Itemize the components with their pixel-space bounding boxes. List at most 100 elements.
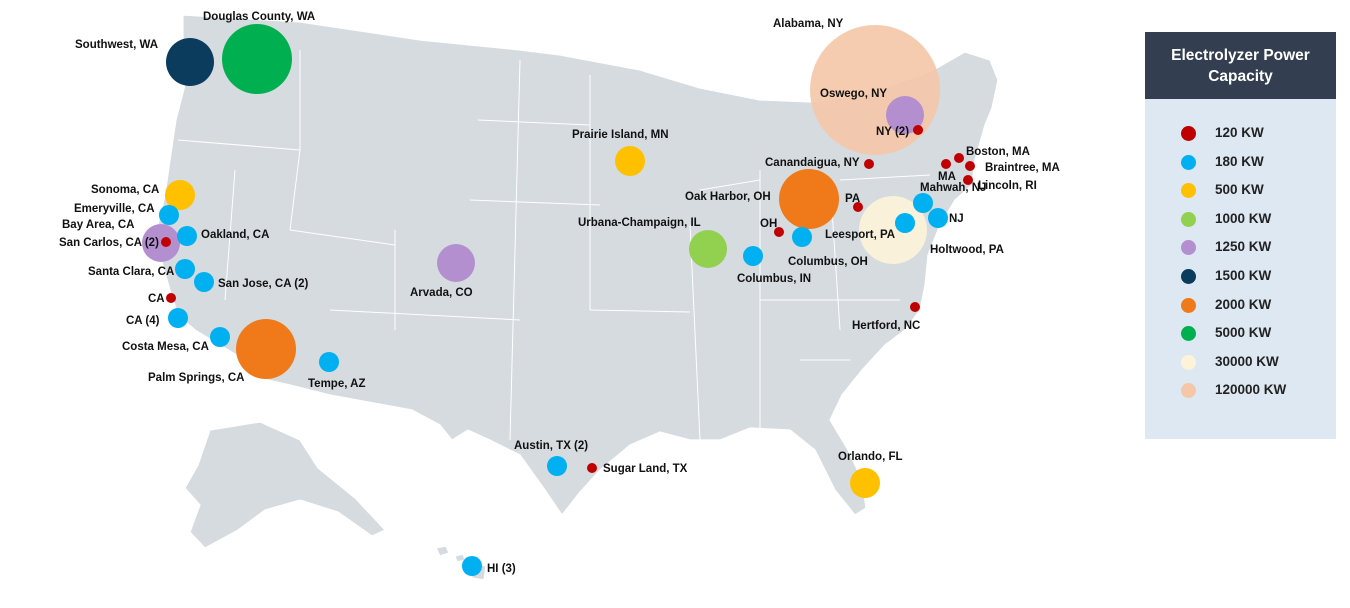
site-marker bbox=[779, 169, 839, 229]
site-marker bbox=[743, 246, 763, 266]
site-label: Urbana-Champaign, IL bbox=[578, 217, 701, 229]
land-shapes bbox=[157, 14, 999, 581]
legend-title: Electrolyzer Power Capacity bbox=[1145, 32, 1336, 99]
site-label: Southwest, WA bbox=[75, 39, 158, 51]
site-marker bbox=[166, 38, 214, 86]
site-marker bbox=[210, 327, 230, 347]
site-label: Tempe, AZ bbox=[308, 378, 366, 390]
site-label: Sugar Land, TX bbox=[603, 463, 688, 475]
legend-item: 500 KW bbox=[1145, 180, 1336, 202]
site-label: NJ bbox=[949, 213, 964, 225]
site-marker bbox=[886, 96, 924, 134]
site-label: Mahwah, NJ bbox=[920, 182, 986, 194]
legend-item: 2000 KW bbox=[1145, 295, 1336, 317]
site-labels: Douglas County, WA Southwest, WA Alabama, … bbox=[59, 11, 1060, 575]
site-label: Columbus, IN bbox=[737, 273, 811, 285]
legend-label: 1000 KW bbox=[1215, 210, 1272, 226]
legend-swatch bbox=[1181, 154, 1196, 170]
site-label: Prairie Island, MN bbox=[572, 129, 669, 141]
legend-swatch bbox=[1181, 297, 1196, 313]
legend-swatch bbox=[1181, 211, 1196, 227]
legend-item: 120 KW bbox=[1145, 123, 1336, 145]
legend-label: 180 KW bbox=[1215, 153, 1264, 169]
legend-swatch bbox=[1181, 269, 1196, 284]
site-label: Boston, MA bbox=[966, 146, 1030, 158]
site-marker bbox=[166, 293, 176, 303]
site-label: Oakland, CA bbox=[201, 229, 269, 241]
site-marker bbox=[910, 302, 920, 312]
legend-item: 1000 KW bbox=[1145, 209, 1336, 231]
legend-item: 5000 KW bbox=[1145, 323, 1336, 345]
legend-swatch bbox=[1181, 183, 1196, 199]
site-label: Oak Harbor, OH bbox=[685, 191, 771, 203]
site-label: MA bbox=[938, 171, 956, 183]
site-label: Lincoln, RI bbox=[978, 180, 1037, 192]
site-markers bbox=[142, 24, 975, 576]
site-label: Alabama, NY bbox=[773, 18, 844, 30]
site-label: Costa Mesa, CA bbox=[122, 341, 209, 353]
site-label: Douglas County, WA bbox=[203, 11, 315, 23]
site-label: PA bbox=[845, 193, 860, 205]
site-marker bbox=[165, 180, 195, 210]
legend-swatch bbox=[1181, 326, 1196, 342]
site-marker bbox=[615, 146, 645, 176]
site-marker bbox=[859, 196, 927, 264]
site-marker bbox=[437, 244, 475, 282]
site-marker bbox=[547, 456, 567, 476]
legend-label: 1500 KW bbox=[1215, 268, 1272, 283]
legend-label: 120000 KW bbox=[1215, 382, 1287, 398]
site-marker bbox=[853, 202, 863, 212]
legend-label: 120 KW bbox=[1215, 125, 1264, 140]
legend-swatch bbox=[1181, 240, 1196, 256]
alaska-shape bbox=[184, 421, 387, 549]
site-label: Arvada, CO bbox=[410, 287, 473, 299]
site-label: Austin, TX (2) bbox=[514, 440, 588, 452]
legend-item: 1250 KW bbox=[1145, 237, 1336, 259]
site-marker bbox=[142, 224, 180, 262]
site-marker bbox=[774, 227, 784, 237]
site-label: Orlando, FL bbox=[838, 451, 903, 463]
legend-item: 120000 KW bbox=[1145, 380, 1336, 402]
site-label: Bay Area, CA bbox=[62, 219, 134, 231]
site-label: NY (2) bbox=[876, 126, 909, 138]
site-label: Braintree, MA bbox=[985, 162, 1060, 174]
us-map: Douglas County, WA Southwest, WA Alabama, … bbox=[59, 11, 1060, 581]
site-label: CA (4) bbox=[126, 315, 160, 327]
legend-swatch bbox=[1181, 354, 1196, 370]
site-label: Canandaigua, NY bbox=[765, 157, 860, 169]
site-label: Holtwood, PA bbox=[930, 244, 1004, 256]
site-marker bbox=[954, 153, 964, 163]
legend-item: 30000 KW bbox=[1145, 352, 1336, 374]
site-label: Hertford, NC bbox=[852, 320, 920, 332]
site-marker bbox=[462, 556, 482, 576]
site-marker bbox=[792, 227, 812, 247]
site-label: San Carlos, CA (2) bbox=[59, 237, 159, 249]
site-label: San Jose, CA (2) bbox=[218, 278, 308, 290]
site-label: Palm Springs, CA bbox=[148, 372, 245, 384]
site-label: Sonoma, CA bbox=[91, 184, 159, 196]
site-marker bbox=[177, 226, 197, 246]
legend-label: 1250 KW bbox=[1215, 239, 1272, 255]
legend-swatch bbox=[1181, 383, 1196, 399]
site-marker bbox=[913, 193, 933, 213]
site-marker bbox=[895, 213, 915, 233]
site-label: Emeryville, CA bbox=[74, 203, 155, 215]
site-marker bbox=[159, 205, 179, 225]
site-marker bbox=[913, 125, 923, 135]
site-marker bbox=[175, 259, 195, 279]
legend-item: 1500 KW bbox=[1145, 266, 1336, 288]
site-label: HI (3) bbox=[487, 563, 516, 575]
site-marker bbox=[941, 159, 951, 169]
site-marker bbox=[222, 24, 292, 94]
site-label: CA bbox=[148, 293, 165, 305]
legend-label: 500 KW bbox=[1215, 182, 1264, 198]
site-label: Columbus, OH bbox=[788, 256, 868, 268]
site-marker bbox=[194, 272, 214, 292]
site-label: Oswego, NY bbox=[820, 88, 887, 100]
state-borders bbox=[177, 50, 931, 441]
site-marker bbox=[965, 161, 975, 171]
site-marker bbox=[963, 175, 973, 185]
legend-swatch bbox=[1181, 126, 1196, 141]
legend-label: 30000 KW bbox=[1215, 353, 1279, 369]
